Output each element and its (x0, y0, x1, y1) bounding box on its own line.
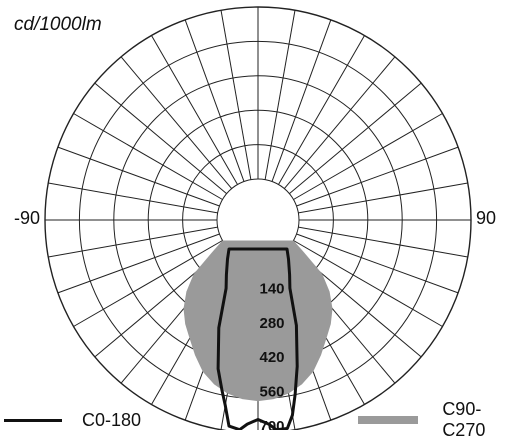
grid-spoke (289, 82, 422, 195)
legend-item-c90-c270: C90-C270 (358, 399, 513, 440)
radial-tick-label: 140 (259, 280, 284, 297)
grid-spoke (296, 233, 459, 294)
radial-tick-label: 700 (259, 418, 284, 430)
angle-label-left: -90 (14, 208, 41, 228)
legend-label-c90-c270: C90-C270 (442, 399, 486, 440)
grid-spoke (298, 182, 468, 214)
grid-spoke (298, 226, 468, 258)
grid-spoke (120, 56, 233, 189)
grid-spoke (184, 19, 245, 182)
grid-spoke (220, 10, 252, 180)
angle-label-right: 90 (476, 208, 497, 228)
legend-item-c0-180: C0-180 (4, 409, 142, 430)
grid-spoke (57, 146, 220, 207)
polar-plot: 140 280 420 560 700 (44, 6, 472, 430)
radial-tick-labels: 140 280 420 560 700 (259, 280, 284, 430)
grid-spoke (283, 56, 396, 189)
series-c90-c270 (183, 240, 333, 402)
grid-spoke (73, 113, 223, 200)
legend-label-c0-180: C0-180 (82, 409, 142, 430)
grid-spoke (57, 233, 220, 294)
radial-tick-label: 420 (259, 349, 284, 366)
grid-spoke (293, 113, 443, 200)
grid-spoke (73, 240, 223, 327)
legend-swatch-c0-180 (4, 418, 62, 422)
unit-label: cd/1000lm (14, 14, 102, 35)
grid-spoke (296, 146, 459, 207)
grid-spoke (278, 35, 365, 185)
radial-tick-label: 560 (259, 384, 284, 401)
grid-spoke (293, 240, 443, 327)
series-layer (183, 240, 333, 430)
legend-swatch-c90-c270 (358, 416, 419, 424)
grid-spoke (271, 19, 332, 182)
radial-tick-label: 280 (259, 315, 284, 332)
grid-spoke (48, 182, 218, 214)
grid-spoke (94, 82, 227, 195)
grid-spoke (151, 35, 238, 185)
grid-spoke (48, 226, 218, 258)
series-c0-180 (216, 247, 299, 430)
polar-chart: 140 280 420 560 700 cd/1000lm -90 90 C0-180 … (4, 6, 513, 440)
grid-spoke (264, 10, 296, 180)
